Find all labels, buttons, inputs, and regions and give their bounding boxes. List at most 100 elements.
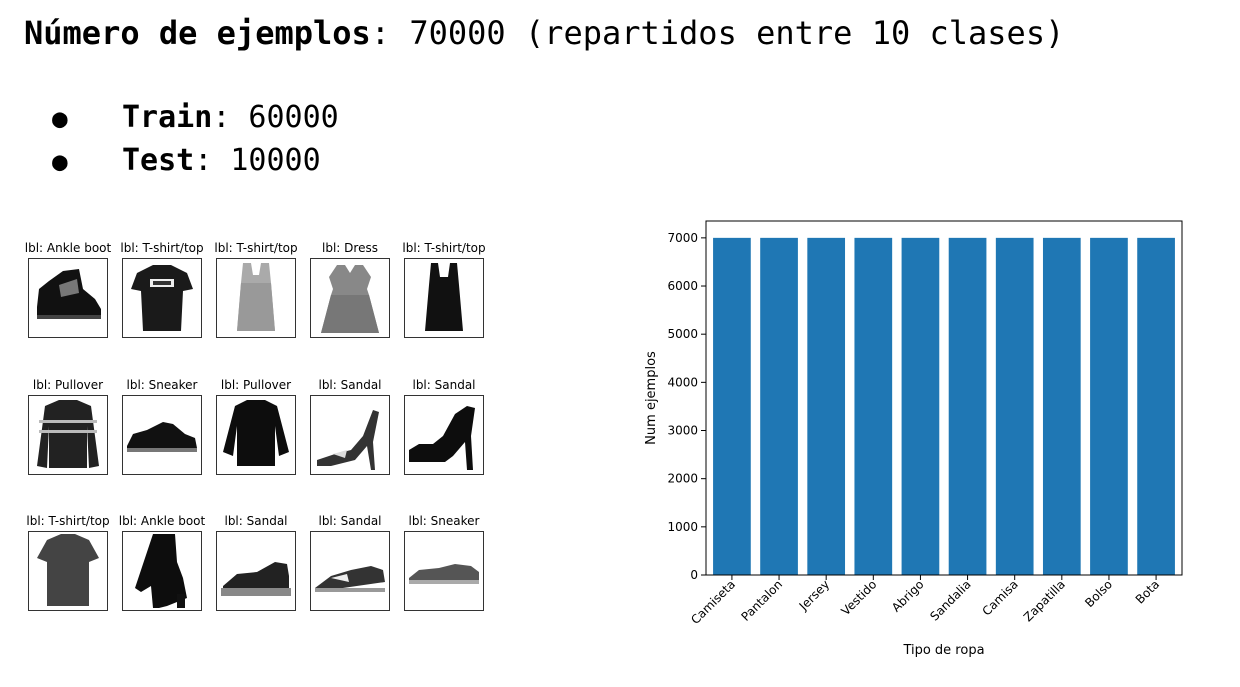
split-value: : 10000 xyxy=(194,143,321,178)
sample-label: lbl: Pullover xyxy=(32,378,104,392)
sample-label: lbl: T-shirt/top xyxy=(214,241,298,255)
sample-thumbnail: lbl: Pullover xyxy=(208,377,304,475)
sample-thumbnail: lbl: T-shirt/top xyxy=(114,240,210,338)
bar-pantalon xyxy=(760,237,798,575)
sample-image xyxy=(28,258,108,338)
sample-image xyxy=(122,531,202,611)
sample-label: lbl: T-shirt/top xyxy=(120,241,204,255)
sample-image xyxy=(310,258,390,338)
x-tick-label: Pantalon xyxy=(739,577,786,624)
sample-label: lbl: Sandal xyxy=(412,378,476,392)
y-tick-label: 3000 xyxy=(667,424,698,438)
x-tick-label: Vestido xyxy=(838,577,879,618)
bar-bolso xyxy=(1090,237,1128,575)
y-tick-label: 1000 xyxy=(667,520,698,534)
bar-jersey xyxy=(807,237,846,575)
sample-thumbnail: lbl: Sandal xyxy=(302,513,398,611)
heeled-boot-icon xyxy=(135,534,187,608)
flat-sandal-icon xyxy=(315,566,385,592)
split-name: Train xyxy=(122,100,213,135)
bar-camiseta xyxy=(713,237,751,575)
sample-label: lbl: Sandal xyxy=(224,514,288,528)
sneaker-icon xyxy=(127,422,197,452)
sample-thumbnail: lbl: Sneaker xyxy=(114,377,210,475)
bullet-icon: ● xyxy=(52,104,68,134)
bar-sandalia xyxy=(948,237,987,575)
split-list: ● Train: 60000 ● Test: 10000 xyxy=(52,96,339,182)
tshirt-icon xyxy=(131,265,193,331)
heading-bold: Número de ejemplos xyxy=(24,14,371,52)
ankle-boot-icon xyxy=(37,269,101,319)
sample-thumbnail: lbl: T-shirt/top xyxy=(20,513,116,611)
sample-thumbnail: lbl: T-shirt/top xyxy=(208,240,304,338)
bar-zapatilla xyxy=(1042,237,1081,575)
sample-thumbnail: lbl: Sandal xyxy=(208,513,304,611)
sample-thumbnail: lbl: Sandal xyxy=(302,377,398,475)
split-item-train: ● Train: 60000 xyxy=(52,96,339,139)
dress-icon xyxy=(321,265,379,333)
x-tick-label: Bota xyxy=(1133,577,1162,606)
x-tick-label: Camisa xyxy=(980,577,1021,618)
y-tick-label: 2000 xyxy=(667,472,698,486)
sample-label: lbl: Dress xyxy=(322,241,378,255)
x-tick-label: Sandalia xyxy=(927,577,973,623)
sample-image xyxy=(404,531,484,611)
sample-label: lbl: Sandal xyxy=(318,378,382,392)
wedge-sandal-icon xyxy=(221,562,291,596)
bullet-icon: ● xyxy=(52,147,68,177)
sample-label: lbl: Sandal xyxy=(318,514,382,528)
sample-thumbnail: lbl: Ankle boot xyxy=(20,240,116,338)
sample-image xyxy=(404,258,484,338)
sample-thumbnail: lbl: Pullover xyxy=(20,377,116,475)
sneaker-low-icon xyxy=(409,564,479,584)
high-heel-sandal-icon xyxy=(317,410,379,470)
y-tick-label: 7000 xyxy=(667,231,698,245)
x-tick-label: Zapatilla xyxy=(1021,577,1068,624)
x-tick-label: Camiseta xyxy=(688,577,738,627)
sample-image xyxy=(404,395,484,475)
sample-image xyxy=(28,531,108,611)
x-tick-label: Jersey xyxy=(796,577,832,613)
bar-bota xyxy=(1137,237,1175,575)
tank-top-icon xyxy=(237,263,275,331)
tshirt-long-icon xyxy=(37,534,99,606)
split-value: : 60000 xyxy=(212,100,339,135)
sample-image xyxy=(28,395,108,475)
sample-image xyxy=(216,258,296,338)
sample-thumbnail: lbl: Dress xyxy=(302,240,398,338)
y-axis-label: Num ejemplos xyxy=(644,351,659,445)
bar-abrigo xyxy=(901,237,940,575)
class-distribution-chart: Camiseta Pantalon Jersey Vestido Abrigo Sanda… xyxy=(644,220,1183,658)
bar-camisa xyxy=(995,237,1034,575)
sample-label: lbl: Sneaker xyxy=(126,378,198,392)
x-tick-label: Bolso xyxy=(1082,577,1115,610)
sample-label: lbl: Ankle boot xyxy=(118,514,206,528)
slide-heading: Número de ejemplos: 70000 (repartidos en… xyxy=(24,14,1064,52)
y-tick-label: 4000 xyxy=(667,375,698,389)
pullover-icon xyxy=(223,400,289,466)
sample-label: lbl: T-shirt/top xyxy=(26,514,110,528)
platform-sandal-icon xyxy=(409,406,475,470)
x-axis-label: Tipo de ropa xyxy=(902,643,984,658)
heading-rest: : 70000 (repartidos entre 10 clases) xyxy=(370,14,1065,52)
sample-image xyxy=(310,395,390,475)
plot-frame xyxy=(705,220,1183,576)
split-name: Test xyxy=(122,143,195,178)
striped-pullover-icon xyxy=(37,400,99,468)
sample-thumbnail: lbl: T-shirt/top xyxy=(396,240,492,338)
bar-vestido xyxy=(854,237,893,575)
sample-label: lbl: Pullover xyxy=(220,378,292,392)
sample-image xyxy=(310,531,390,611)
sample-thumbnail: lbl: Ankle boot xyxy=(114,513,210,611)
y-tick-label: 6000 xyxy=(667,279,698,293)
sample-image xyxy=(216,531,296,611)
sample-grid: lbl: Ankle boot lbl: T-shirt/top lbl: T-sh… xyxy=(20,240,500,630)
y-tick-label: 0 xyxy=(690,568,698,582)
y-tick-label: 5000 xyxy=(667,327,698,341)
sample-thumbnail: lbl: Sandal xyxy=(396,377,492,475)
sample-thumbnail: lbl: Sneaker xyxy=(396,513,492,611)
tank-top-dark-icon xyxy=(425,263,463,331)
sample-label: lbl: Sneaker xyxy=(408,514,480,528)
sample-image xyxy=(216,395,296,475)
sample-image xyxy=(122,395,202,475)
